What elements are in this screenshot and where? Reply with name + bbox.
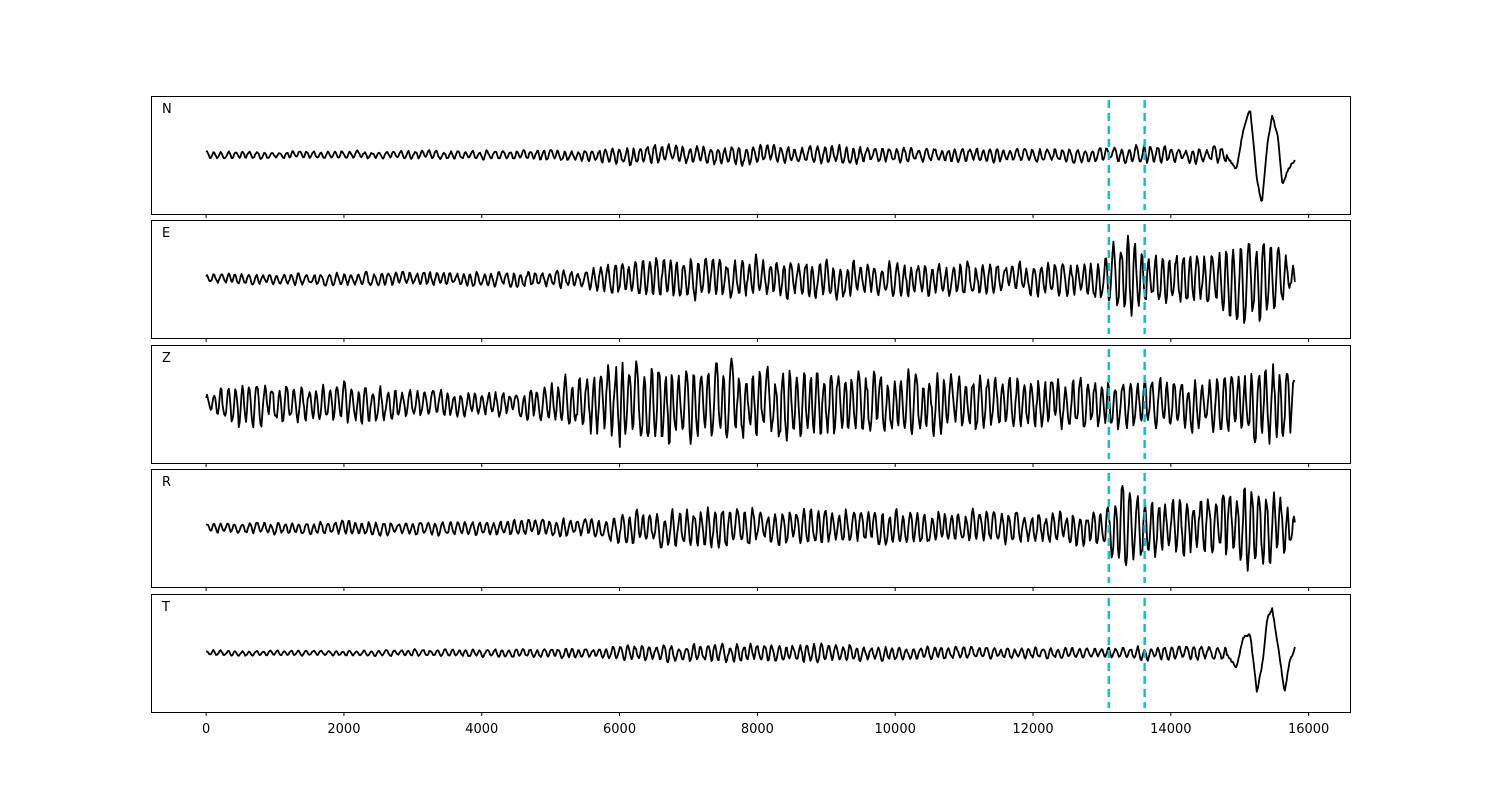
x-tick-label: 16000 — [1288, 722, 1329, 737]
panel-label-e: E — [162, 226, 170, 241]
panel-frame — [151, 220, 1351, 339]
trace-z — [205, 357, 1296, 448]
panel-frame — [151, 594, 1351, 713]
x-tick-label: 4000 — [465, 722, 498, 737]
panel-n: N — [151, 96, 1351, 218]
x-axis: 0 2000 4000 6000 8000 10000 12000 14000 16000 — [202, 722, 1329, 737]
trace-r — [205, 484, 1296, 572]
x-tick-label: 2000 — [327, 722, 360, 737]
panel-frame — [151, 345, 1351, 464]
trace-t — [205, 607, 1296, 693]
panel-e: E — [151, 220, 1351, 342]
panel-label-t: T — [161, 600, 170, 615]
panel-r: R — [151, 469, 1351, 591]
trace-e — [205, 234, 1296, 324]
panel-frame — [151, 469, 1351, 588]
trace-n — [205, 110, 1296, 202]
panel-frame — [151, 96, 1351, 215]
x-tick-label: 8000 — [741, 722, 774, 737]
x-tick-label: 14000 — [1150, 722, 1191, 737]
panel-z: Z — [151, 345, 1351, 467]
panel-label-n: N — [162, 102, 172, 117]
panel-t: T — [151, 594, 1351, 716]
panels-group: N E Z R T — [151, 96, 1351, 716]
panel-label-z: Z — [162, 351, 171, 366]
panel-label-r: R — [162, 475, 171, 490]
x-tick-label: 12000 — [1012, 722, 1053, 737]
x-tick-label: 0 — [202, 722, 210, 737]
x-tick-label: 6000 — [603, 722, 636, 737]
x-tick-label: 10000 — [875, 722, 916, 737]
